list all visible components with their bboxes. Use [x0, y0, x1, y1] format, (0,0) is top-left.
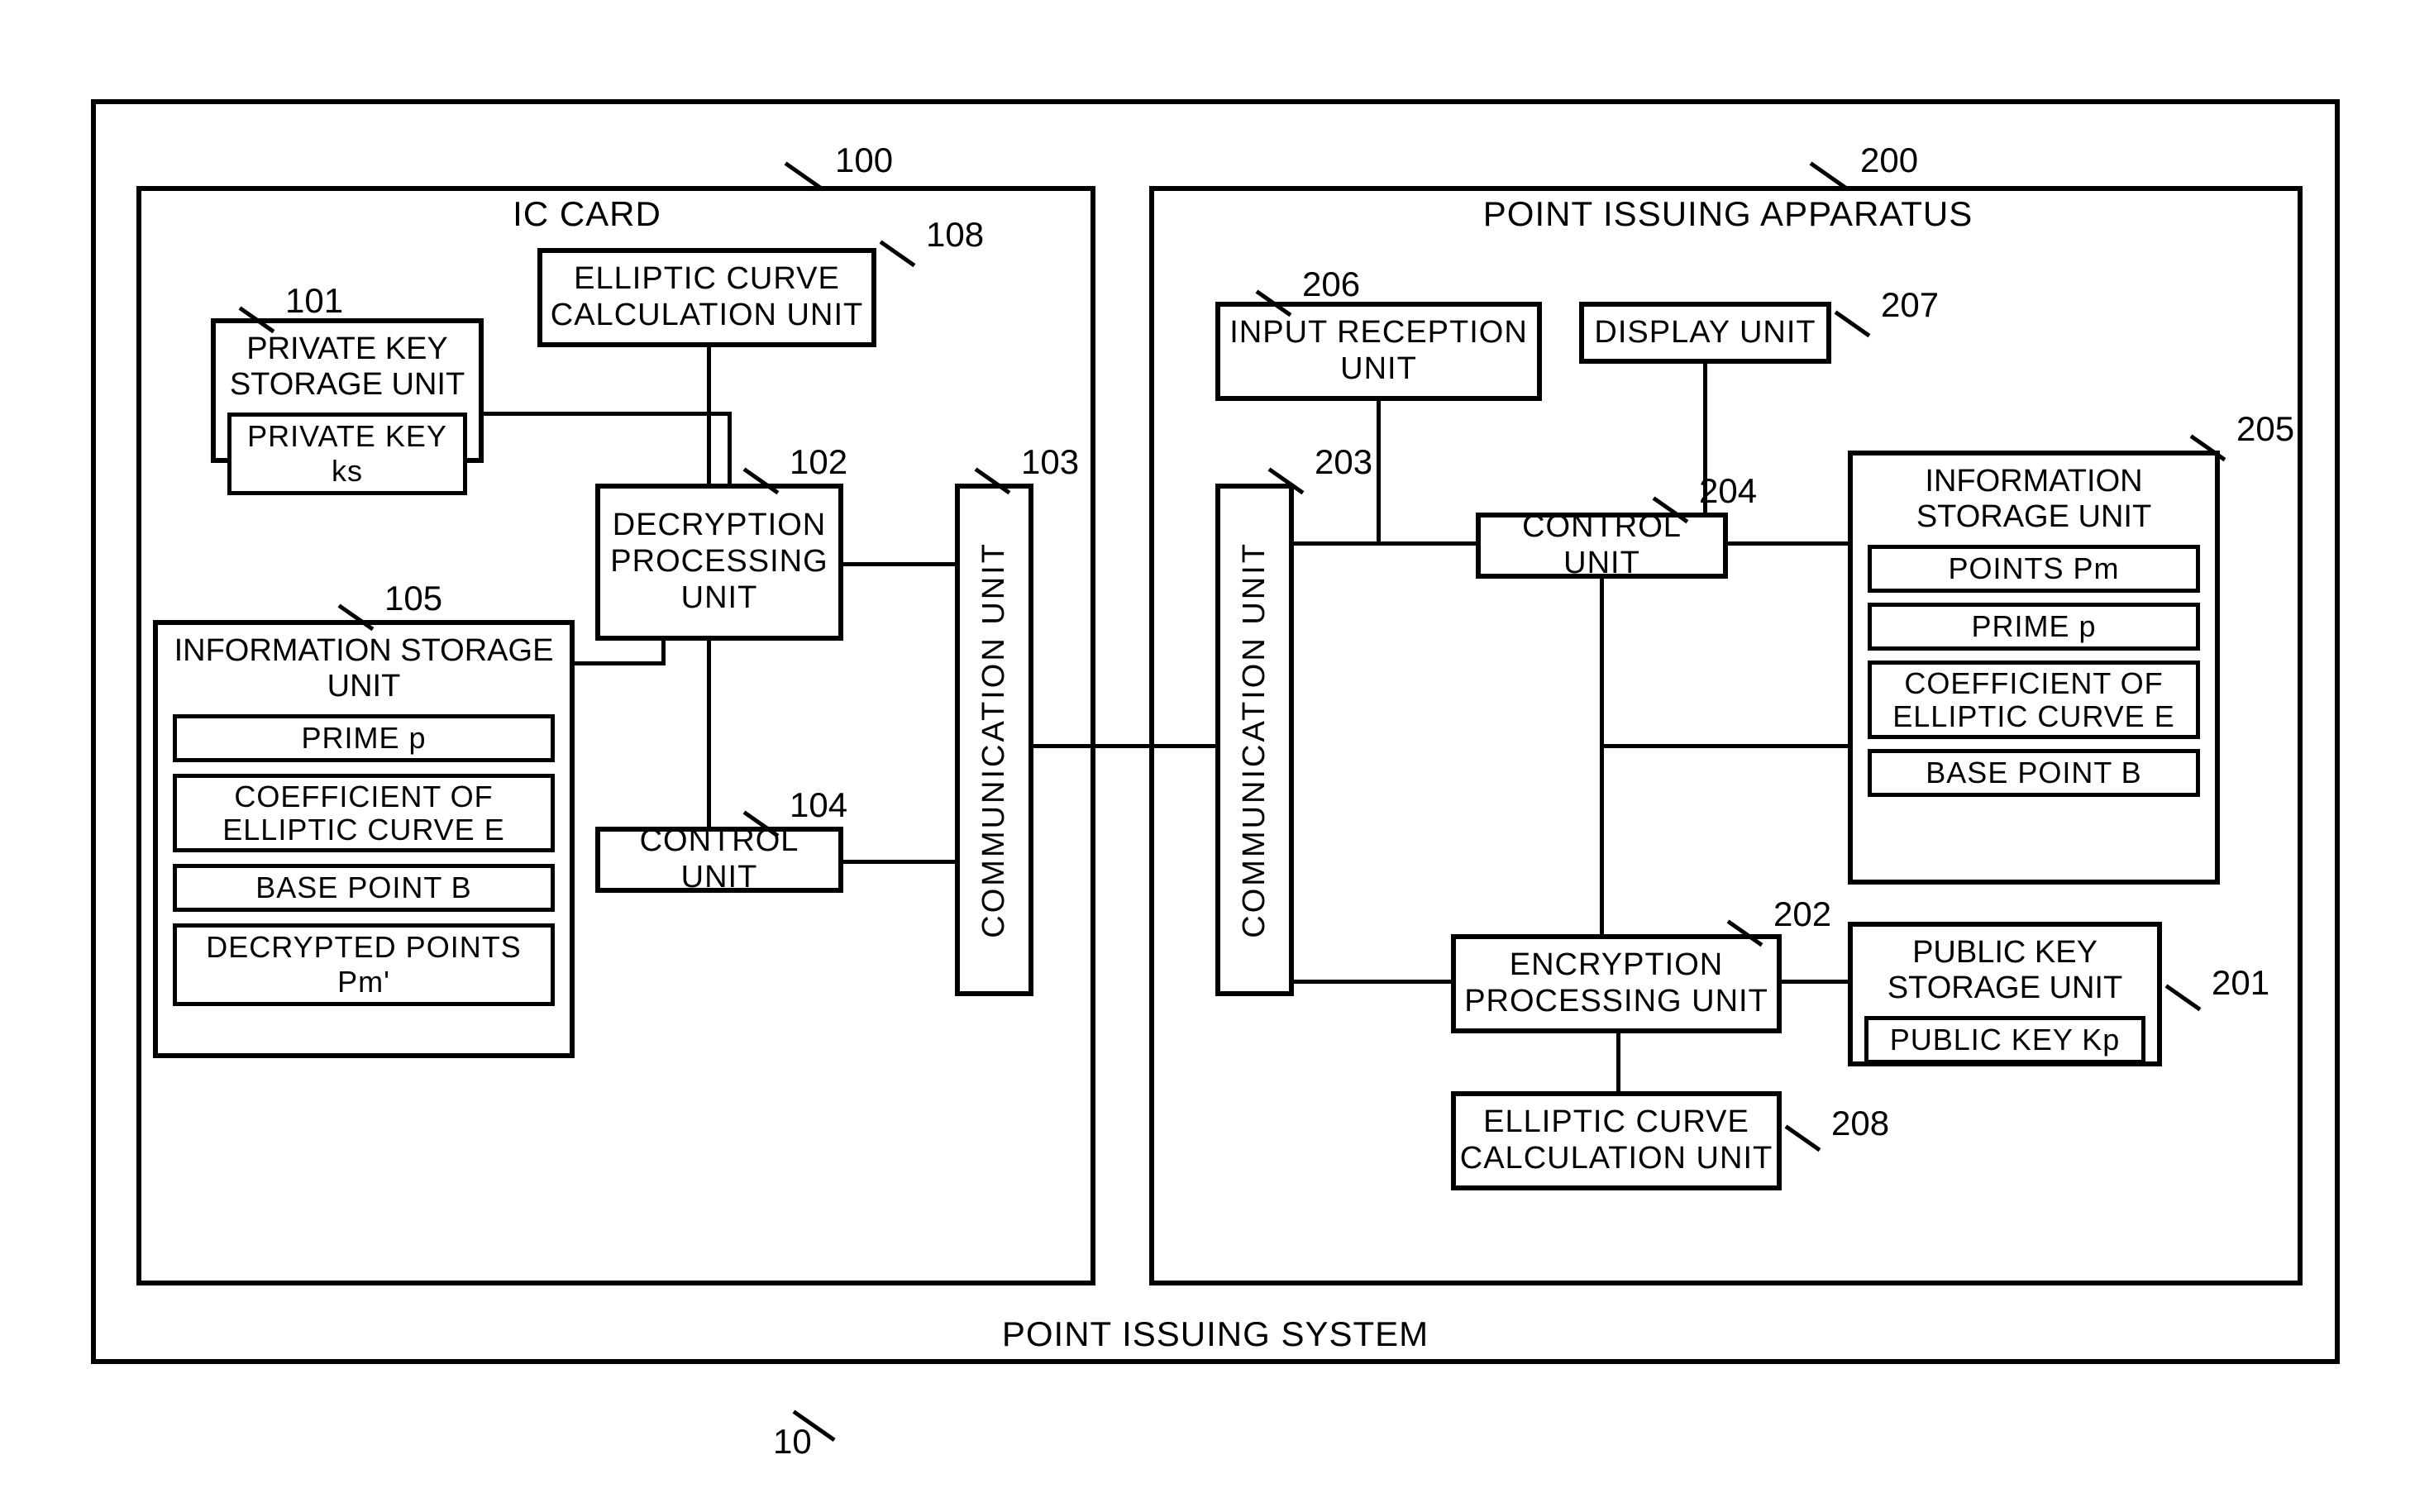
app-pubkey-title: PUBLIC KEY STORAGE UNIT	[1853, 935, 2157, 1006]
conn-app-enc-pubkey	[1782, 980, 1848, 984]
apparatus-title: POINT ISSUING APPARATUS	[1480, 194, 1976, 234]
ref-201: 201	[2212, 963, 2269, 1003]
app-pubkey-item: PUBLIC KEY Kp	[1864, 1016, 2145, 1064]
card-comm: COMMUNICATION UNIT	[955, 484, 1033, 996]
card-control: CONTROL UNIT	[595, 827, 843, 893]
app-control: CONTROL UNIT	[1476, 513, 1728, 579]
app-info-title: INFORMATION STORAGE UNIT	[1853, 464, 2215, 535]
conn-app-display-ctrl	[1703, 364, 1707, 513]
card-info-item-1: COEFFICIENT OF ELLIPTIC CURVE E	[173, 774, 555, 852]
conn-card-pk-dec-v	[728, 412, 732, 484]
conn-card-info-dec-v	[661, 641, 666, 665]
ref-203: 203	[1315, 442, 1372, 482]
conn-app-ctrlbranch-info	[1600, 744, 1848, 748]
ref-204: 204	[1699, 471, 1757, 511]
card-private-key-storage: PRIVATE KEY STORAGE UNIT PRIVATE KEY ks	[211, 318, 484, 463]
card-info-item-2: BASE POINT B	[173, 864, 555, 912]
conn-card-ctrl-comm	[843, 860, 955, 864]
app-info-item-3: BASE POINT B	[1868, 749, 2200, 797]
conn-card-dec-comm	[843, 562, 955, 566]
app-info-item-1: PRIME p	[1868, 603, 2200, 651]
conn-app-input-ctrl	[1377, 401, 1381, 546]
ref-205: 205	[2236, 409, 2294, 449]
ref-103: 103	[1021, 442, 1079, 482]
card-private-key-title: PRIVATE KEY STORAGE UNIT	[216, 331, 479, 403]
card-info-storage: INFORMATION STORAGE UNIT PRIME p COEFFIC…	[153, 620, 575, 1058]
app-info-item-0: POINTS Pm	[1868, 545, 2200, 593]
conn-card-dec-ctrl	[707, 641, 711, 827]
conn-app-comm-enc	[1294, 980, 1451, 984]
ref-101: 101	[285, 281, 343, 321]
card-private-key-item: PRIVATE KEY ks	[227, 413, 467, 495]
ref-200: 200	[1860, 141, 1918, 180]
conn-card-pk-dec	[484, 412, 732, 416]
card-comm-label: COMMUNICATION UNIT	[976, 541, 1013, 938]
app-comm-label: COMMUNICATION UNIT	[1237, 541, 1273, 938]
app-encryption: ENCRYPTION PROCESSING UNIT	[1451, 934, 1782, 1033]
ref-10: 10	[773, 1422, 812, 1462]
conn-app-comm-ctrl	[1294, 541, 1476, 546]
card-info-title: INFORMATION STORAGE UNIT	[158, 633, 570, 704]
conn-app-enc-ecc	[1616, 1033, 1620, 1091]
ref-100: 100	[835, 141, 893, 180]
ref-108: 108	[926, 215, 984, 255]
ic-card-title: IC CARD	[504, 194, 670, 234]
ref-102: 102	[790, 442, 847, 482]
app-info-item-2: COEFFICIENT OF ELLIPTIC CURVE E	[1868, 661, 2200, 739]
conn-app-ctrl-info	[1728, 541, 1848, 546]
ref-208: 208	[1831, 1104, 1889, 1143]
app-info-storage: INFORMATION STORAGE UNIT POINTS Pm PRIME…	[1848, 451, 2220, 885]
app-pubkey-storage: PUBLIC KEY STORAGE UNIT PUBLIC KEY Kp	[1848, 922, 2162, 1066]
app-ecc: ELLIPTIC CURVE CALCULATION UNIT	[1451, 1091, 1782, 1190]
conn-app-ctrl-enc	[1600, 579, 1604, 934]
ref-202: 202	[1773, 894, 1831, 934]
ref-105: 105	[384, 579, 442, 618]
card-ecc: ELLIPTIC CURVE CALCULATION UNIT	[537, 248, 876, 347]
card-info-item-0: PRIME p	[173, 714, 555, 762]
app-display: DISPLAY UNIT	[1579, 302, 1831, 364]
card-info-item-3: DECRYPTED POINTS Pm'	[173, 923, 555, 1006]
ref-104: 104	[790, 785, 847, 825]
app-input: INPUT RECEPTION UNIT	[1215, 302, 1542, 401]
conn-card-info-dec	[575, 661, 666, 665]
ref-206: 206	[1302, 265, 1360, 304]
ref-207: 207	[1881, 285, 1939, 325]
conn-card-to-app	[1033, 744, 1215, 748]
app-comm: COMMUNICATION UNIT	[1215, 484, 1294, 996]
card-decryption: DECRYPTION PROCESSING UNIT	[595, 484, 843, 641]
system-title: POINT ISSUING SYSTEM	[951, 1314, 1480, 1354]
